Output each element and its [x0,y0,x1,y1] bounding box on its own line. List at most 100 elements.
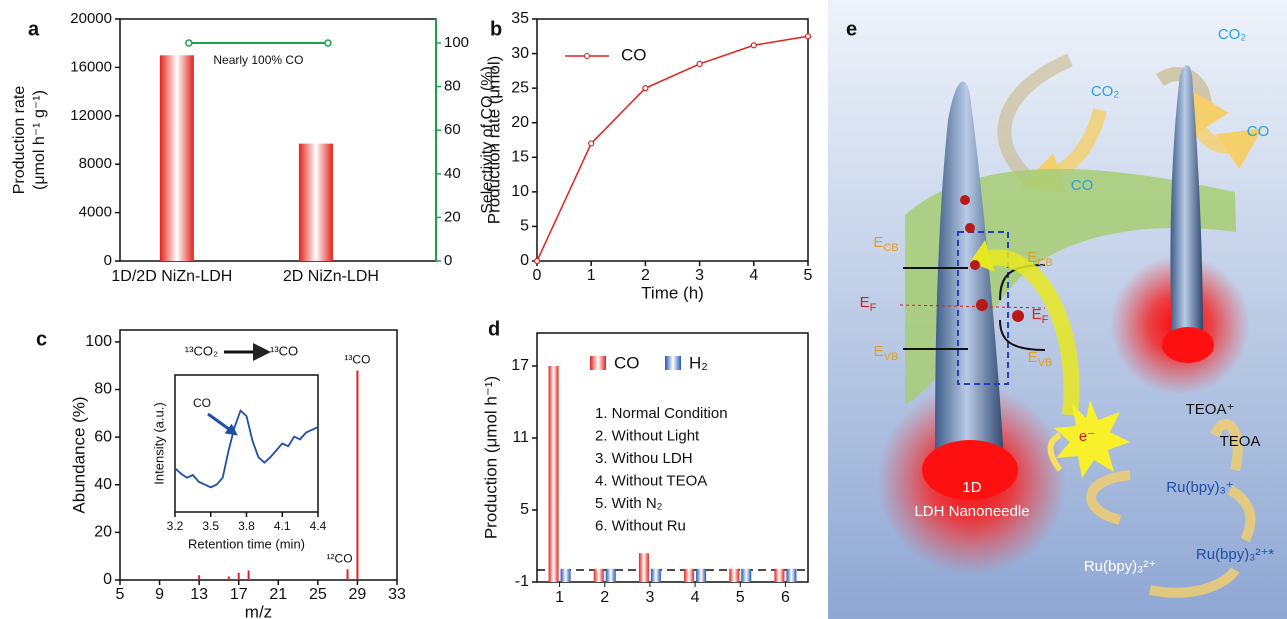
x-tick-label: 4.4 [310,519,327,533]
legend-label: CO [614,353,640,372]
y-tick-label: 80 [94,381,112,398]
x-tick-label: 3.8 [238,519,255,533]
x-tick-label: 25 [309,586,327,603]
selectivity-label: Nearly 100% CO [213,53,303,67]
x-tick-label: 1 [587,267,596,284]
label-sub: F [870,302,877,314]
x-tick-label: 29 [349,586,367,603]
condition: 1. Normal Condition [595,405,728,422]
y2-tick-label: 40 [444,165,461,182]
panel-letter: e [846,18,857,40]
label-text: E [874,343,884,360]
y-tick-label: 5 [520,218,529,235]
diagram-label: Ru(bpy)₃²⁺* [1196,546,1274,563]
x-tick-label: 5 [804,267,813,284]
plot-frame [119,329,398,581]
y-tick-label: 16000 [70,58,112,75]
x-axis-label: m/z [245,602,272,619]
x-tick-label: 1D/2D NiZn-LDH [111,268,232,285]
data-point [642,85,649,92]
y-axis-label: Production rate (μmol) [484,56,503,225]
x-tick-label: 3.5 [202,519,219,533]
y-tick-label: 12000 [70,107,112,124]
y-tick-label: 100 [85,333,112,350]
bar [605,568,616,582]
x-tick-label: 2D NiZn-LDH [283,268,379,285]
panel-letter: d [488,318,500,340]
panel-letter: a [28,18,40,40]
x-tick-label: 0 [533,267,542,284]
label-text: CO [1247,123,1270,140]
x-tick-label: 4.1 [274,519,291,533]
x-tick-label: 3 [695,267,704,284]
y-tick-label: 0 [103,571,112,588]
y-tick-label: 40 [94,476,112,493]
diagram-label: TEOA [1220,433,1261,450]
bar [548,366,559,582]
data-point [804,33,812,40]
y-tick-label: 8000 [79,155,112,172]
plot-frame [536,332,809,583]
y-tick-label: 15 [511,149,529,166]
x-tick-label: 1 [555,589,564,606]
diagram-label: Ru(bpy)₃²⁺ [1084,558,1156,575]
data-point [750,42,757,49]
y2-tick-label: 100 [444,34,469,51]
x-tick-label: 13 [190,586,208,603]
y2-tick-label: 80 [444,78,461,95]
label-text: E [873,234,883,251]
y2-tick-label: 20 [444,208,461,225]
label-text: LDH Nanoneedle [914,503,1029,520]
label-text: TEOA [1220,433,1261,450]
diagram-label: CO [1247,123,1270,140]
condition: 4. Without TEOA [595,472,707,489]
y2-tick-label: 60 [444,121,461,138]
y-tick-label: 25 [511,79,529,96]
diagram-label: CO₂ [1218,26,1247,43]
diagram-label: ECB [1027,249,1052,269]
diagram-label: CO₂ [1091,83,1120,100]
x-tick-label: 3.2 [167,519,184,533]
diagram-label: 1D [962,479,981,496]
bar [650,568,661,582]
diagram-label: EF [860,294,877,314]
bar [298,143,333,261]
y-tick-label: 11 [512,429,529,446]
bar [774,568,785,582]
panel-letter: c [36,328,47,350]
diagram-label: ECB [873,234,898,254]
y-tick-label: -1 [515,573,529,590]
bar [741,568,752,582]
x-tick-label: 2 [641,267,650,284]
x-tick-label: 6 [781,589,790,606]
label-text: Ru(bpy)₃²⁺ [1084,558,1156,575]
y-tick-label: 30 [511,45,529,62]
condition: 2. Without Light [595,427,700,444]
bar [729,568,740,582]
data-line [536,35,809,262]
reaction-from: ¹³CO₂ [185,343,218,358]
y-tick-label: 10 [511,183,529,200]
diagram-label: EVB [874,343,899,363]
peak-label: ¹³CO [344,353,370,367]
x-tick-label: 9 [155,586,164,603]
y-tick-label: 17 [511,357,529,374]
data-point [588,140,595,147]
bar [159,55,194,261]
diagram-label: CO [1071,177,1094,194]
selectivity-point [324,39,332,47]
diagram-label: Ru(bpy)₃⁺ [1166,479,1233,496]
y-tick-label: 4000 [79,204,112,221]
condition: 3. Withou LDH [595,450,693,467]
condition: 5. With N₂ [595,495,663,512]
label-text: E [1032,306,1042,323]
bar [560,568,571,582]
label-text: E [1027,249,1037,266]
label-text: e⁻ [1079,428,1095,445]
legend-label: H₂ [689,353,708,372]
y-axis-label: (μmol h⁻¹ g⁻¹) [31,90,48,190]
y-tick-label: 35 [511,10,529,27]
x-tick-label: 21 [269,586,287,603]
bar [786,568,797,582]
